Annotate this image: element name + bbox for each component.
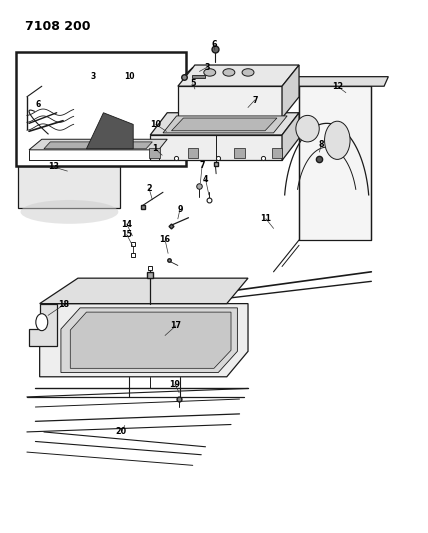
Polygon shape (178, 86, 282, 118)
Ellipse shape (36, 314, 48, 330)
Polygon shape (44, 142, 152, 149)
Ellipse shape (204, 69, 216, 76)
Text: 4: 4 (203, 174, 208, 183)
Polygon shape (178, 65, 299, 86)
Text: 15: 15 (121, 230, 132, 239)
Text: 6: 6 (36, 100, 41, 109)
Bar (16, 52, 186, 166)
Bar (149, 148, 160, 158)
Ellipse shape (242, 69, 254, 76)
Text: 5: 5 (190, 79, 196, 88)
Polygon shape (192, 75, 205, 78)
Polygon shape (163, 116, 287, 133)
Bar (187, 148, 198, 158)
Text: 6: 6 (211, 41, 217, 50)
Text: 14: 14 (121, 220, 132, 229)
Polygon shape (18, 166, 120, 208)
Text: 18: 18 (58, 300, 69, 309)
Text: 7: 7 (199, 161, 205, 170)
Polygon shape (29, 139, 167, 150)
Polygon shape (29, 304, 56, 346)
Ellipse shape (21, 200, 118, 224)
Text: 12: 12 (332, 82, 343, 91)
Polygon shape (299, 86, 372, 240)
Polygon shape (70, 312, 231, 368)
Polygon shape (150, 113, 299, 135)
Text: 7: 7 (252, 95, 258, 104)
Text: 17: 17 (170, 321, 181, 330)
Text: 3: 3 (90, 72, 95, 81)
Text: 3: 3 (205, 63, 210, 71)
Ellipse shape (223, 69, 235, 76)
Text: 20: 20 (116, 427, 127, 437)
Polygon shape (86, 113, 133, 149)
Text: 2: 2 (146, 183, 152, 192)
Text: 13: 13 (48, 163, 59, 171)
Text: 19: 19 (169, 379, 180, 389)
Text: 16: 16 (160, 236, 171, 245)
Text: 8: 8 (318, 140, 324, 149)
Ellipse shape (296, 115, 319, 142)
Polygon shape (150, 135, 282, 160)
Text: 9: 9 (177, 205, 183, 214)
Polygon shape (172, 118, 277, 131)
Text: 11: 11 (260, 214, 271, 223)
Text: 10: 10 (124, 72, 134, 81)
Bar (272, 148, 282, 158)
Polygon shape (282, 65, 299, 118)
Text: 7108 200: 7108 200 (25, 20, 90, 33)
Polygon shape (40, 304, 248, 377)
Polygon shape (282, 113, 299, 160)
Text: 10: 10 (150, 120, 161, 129)
Polygon shape (40, 278, 248, 304)
Text: 1: 1 (152, 144, 158, 154)
Bar (235, 148, 245, 158)
Ellipse shape (324, 121, 350, 159)
Polygon shape (61, 308, 238, 373)
Polygon shape (291, 77, 388, 86)
